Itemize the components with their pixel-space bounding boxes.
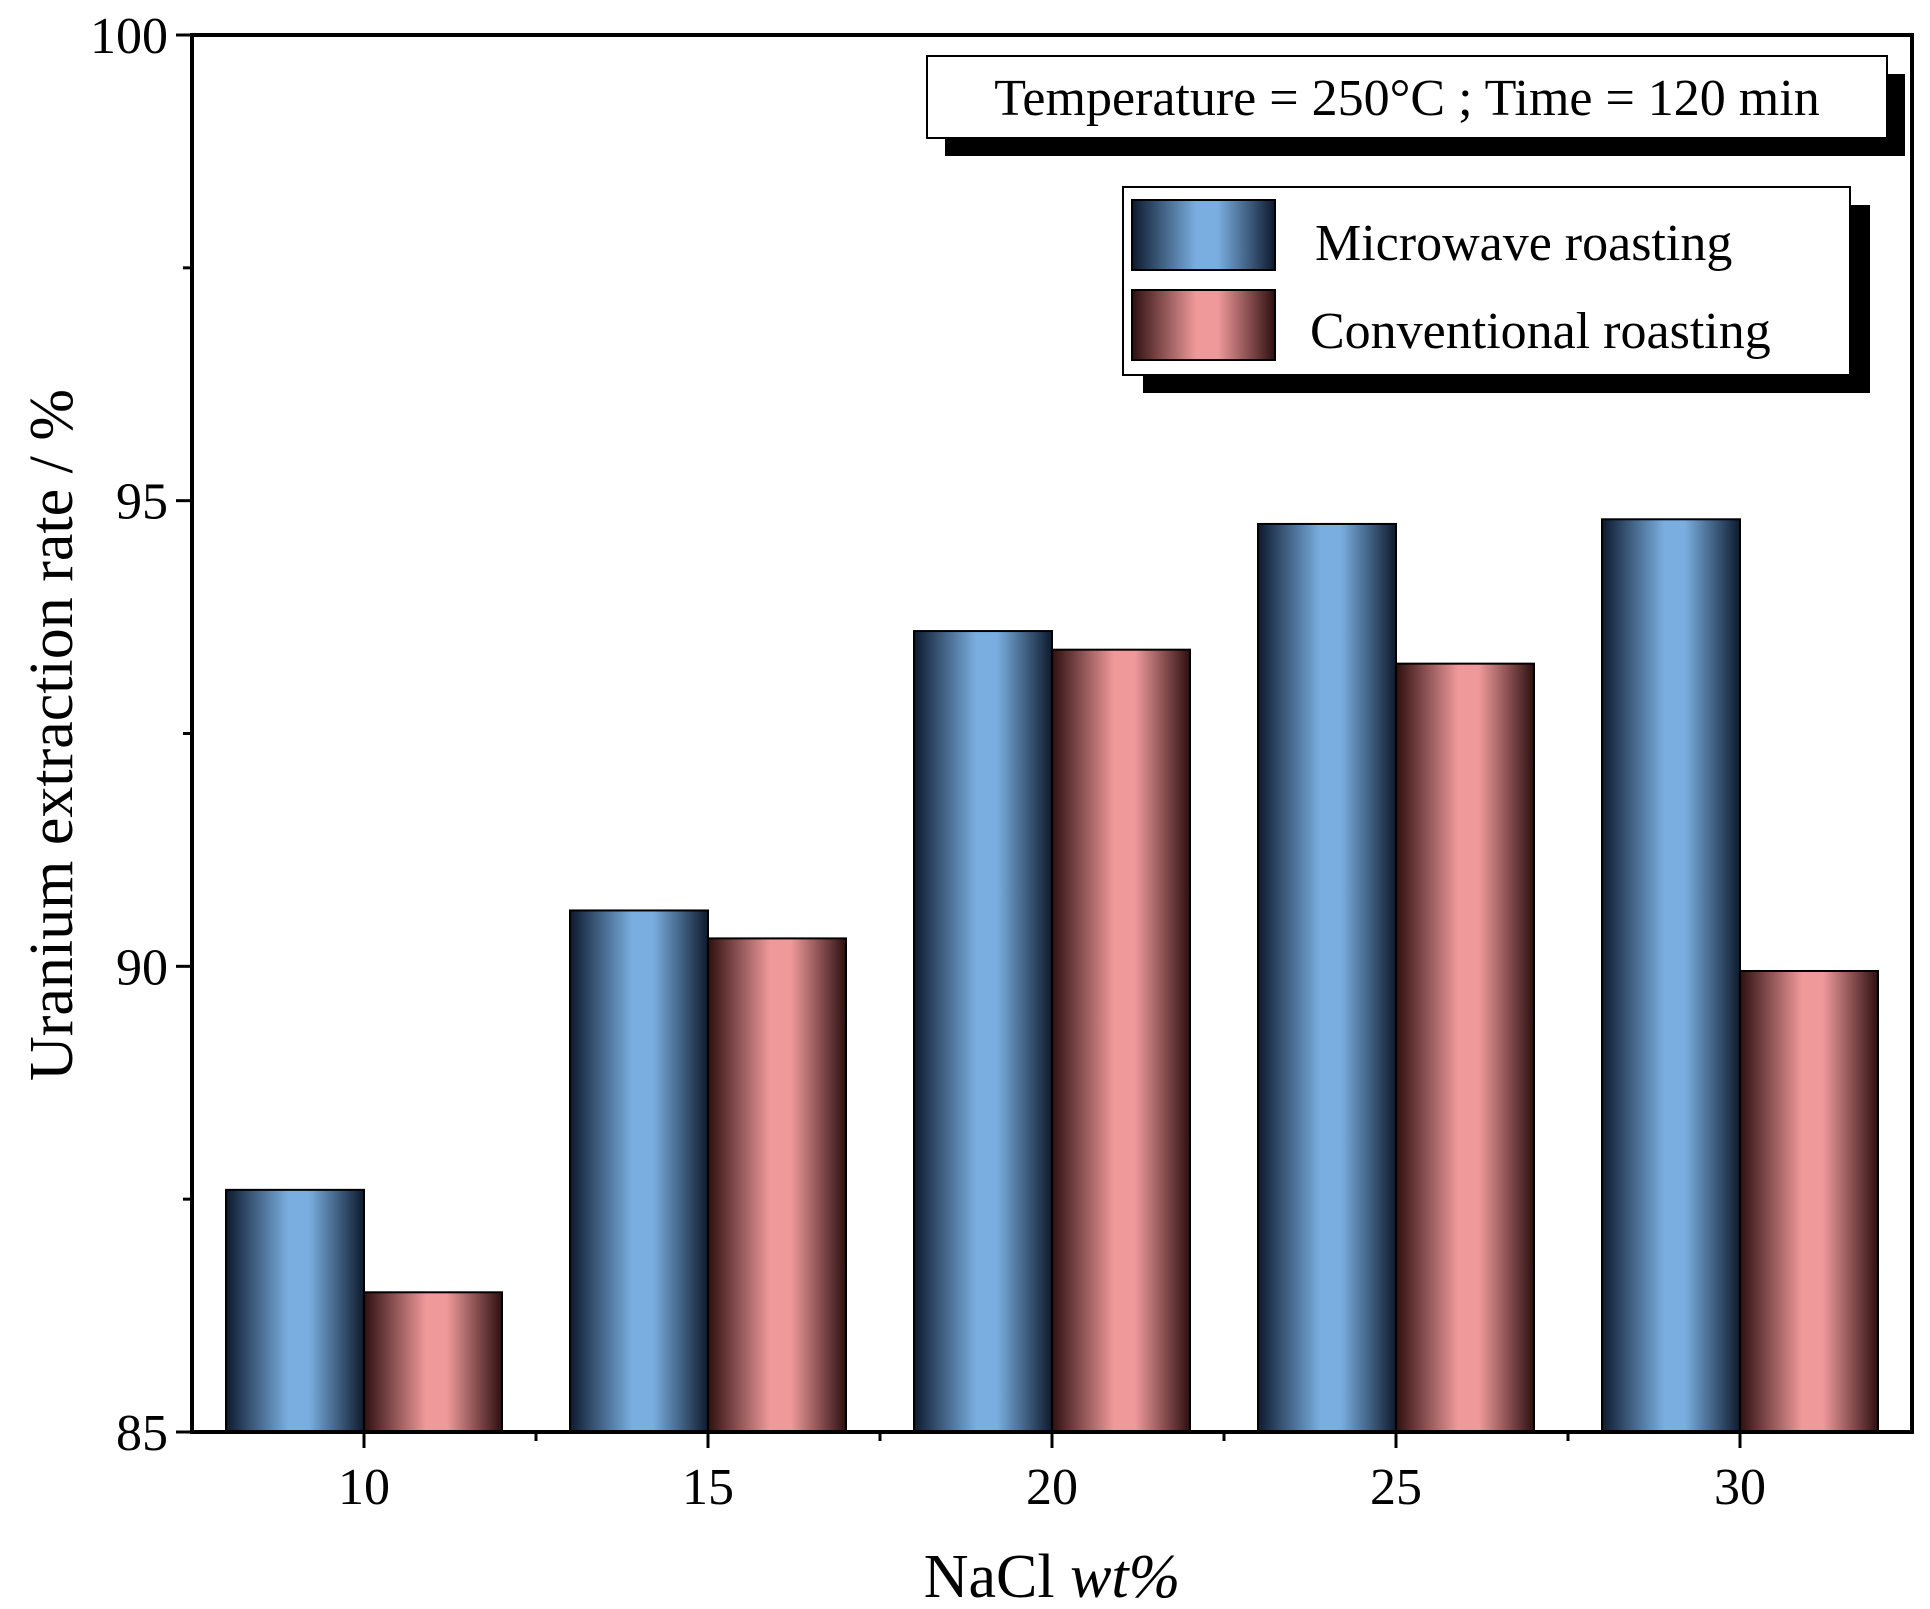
x-tick-label: 10: [338, 1459, 390, 1516]
annotation-frame: [926, 55, 1888, 139]
bars: [225, 518, 1879, 1434]
legend-swatch-microwave: [1131, 199, 1276, 271]
y-tick-label: 95: [116, 474, 168, 531]
legend-label-microwave: Microwave roasting: [1315, 215, 1732, 272]
annotation-text: Temperature = 250°C ; Time = 120 min: [994, 70, 1819, 127]
bar-conventional-10: [363, 1291, 503, 1434]
bar-conventional-30: [1739, 969, 1879, 1433]
x-axis-title-main: NaCl: [924, 1543, 1055, 1609]
legend-label-conventional: Conventional roasting: [1310, 303, 1771, 360]
legend: Microwave roasting Conventional roasting: [1122, 186, 1870, 393]
y-axis-title: Uranium extraction rate / %: [18, 389, 86, 1081]
bar-microwave-20: [913, 630, 1053, 1433]
annotation-box: Temperature = 250°C ; Time = 120 min: [926, 55, 1905, 156]
x-axis-title-italic: wt%: [1070, 1543, 1180, 1609]
y-tick-label: 85: [116, 1405, 168, 1462]
y-tick-label: 90: [116, 939, 168, 996]
x-tick-label: 20: [1026, 1459, 1078, 1516]
x-tick-label: 25: [1370, 1459, 1422, 1516]
bar-microwave-15: [569, 909, 709, 1433]
bar-microwave-10: [225, 1188, 365, 1434]
x-axis-title: NaCl wt%: [924, 1543, 1181, 1609]
bar-conventional-25: [1395, 662, 1535, 1433]
y-tick-label: 100: [90, 8, 168, 65]
x-axis-ticks: 10 15 20 25 30: [338, 1432, 1766, 1516]
bar-microwave-30: [1601, 518, 1741, 1433]
bar-microwave-25: [1257, 522, 1397, 1433]
y-axis-ticks: 85 90 95 100: [90, 8, 192, 1462]
bar-conventional-15: [707, 937, 847, 1433]
x-tick-label: 30: [1714, 1459, 1766, 1516]
x-tick-label: 15: [682, 1459, 734, 1516]
legend-swatch-conventional: [1131, 289, 1276, 361]
bar-conventional-20: [1051, 648, 1191, 1433]
